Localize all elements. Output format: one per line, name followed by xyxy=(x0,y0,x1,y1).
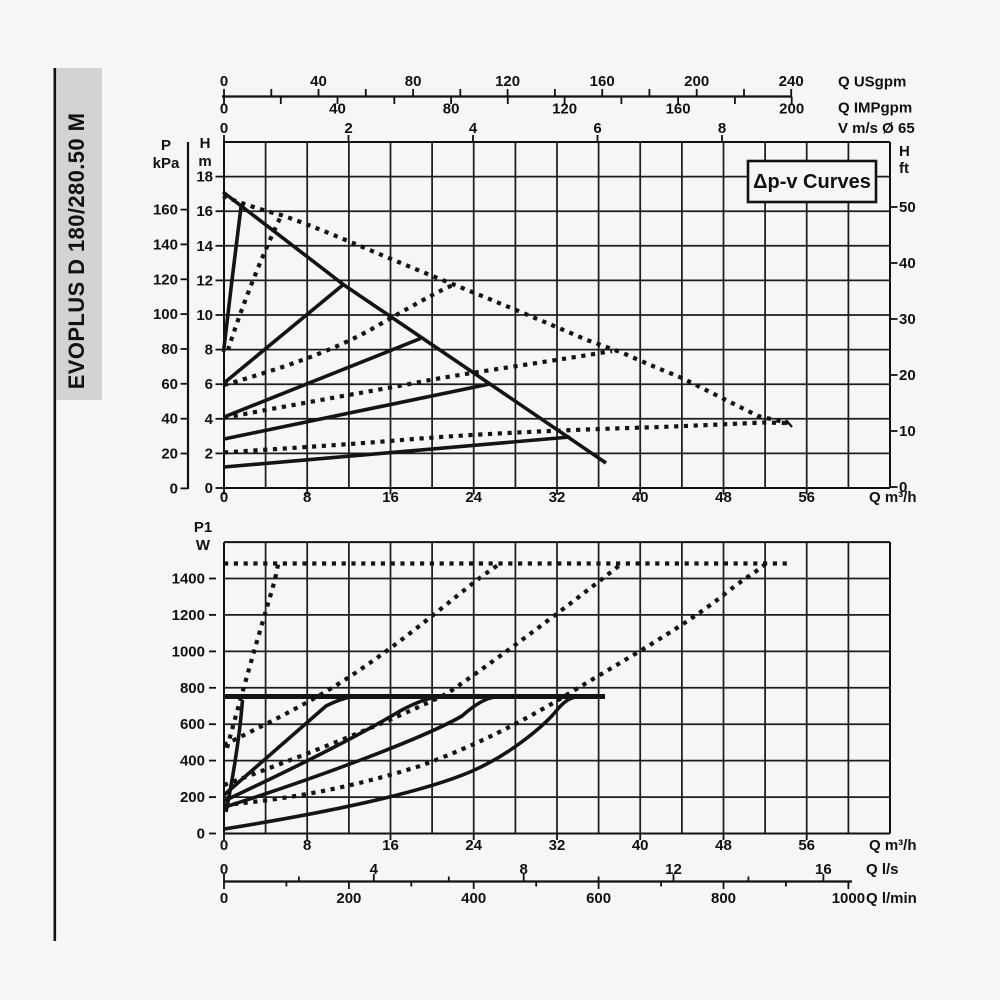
svg-text:Q l/min: Q l/min xyxy=(866,890,917,907)
svg-text:8: 8 xyxy=(303,489,311,506)
svg-text:Q l/s: Q l/s xyxy=(866,861,899,878)
svg-text:40: 40 xyxy=(329,101,346,118)
svg-text:1000: 1000 xyxy=(832,890,865,907)
svg-text:12: 12 xyxy=(196,272,213,289)
svg-text:40: 40 xyxy=(161,411,178,428)
svg-text:160: 160 xyxy=(666,101,691,118)
svg-text:Q IMPgpm: Q IMPgpm xyxy=(838,100,912,117)
svg-text:200: 200 xyxy=(779,101,804,118)
svg-text:800: 800 xyxy=(711,890,736,907)
svg-text:80: 80 xyxy=(161,341,178,358)
svg-text:Δp-v Curves: Δp-v Curves xyxy=(753,171,871,193)
svg-text:8: 8 xyxy=(718,120,726,137)
svg-text:48: 48 xyxy=(715,489,732,506)
svg-text:40: 40 xyxy=(899,255,916,272)
svg-text:1400: 1400 xyxy=(172,571,205,588)
svg-text:8: 8 xyxy=(303,837,311,854)
svg-text:32: 32 xyxy=(549,837,566,854)
svg-text:600: 600 xyxy=(586,890,611,907)
svg-text:0: 0 xyxy=(220,837,228,854)
svg-text:P: P xyxy=(161,137,171,154)
svg-text:200: 200 xyxy=(336,890,361,907)
svg-text:18: 18 xyxy=(196,169,213,186)
svg-text:140: 140 xyxy=(153,236,178,253)
svg-text:1000: 1000 xyxy=(172,643,205,660)
svg-text:600: 600 xyxy=(180,716,205,733)
svg-text:400: 400 xyxy=(461,890,486,907)
svg-text:120: 120 xyxy=(552,101,577,118)
svg-text:24: 24 xyxy=(465,837,482,854)
svg-text:200: 200 xyxy=(180,789,205,806)
svg-text:30: 30 xyxy=(899,311,916,328)
svg-text:48: 48 xyxy=(715,837,732,854)
svg-text:H: H xyxy=(200,135,211,152)
svg-text:m: m xyxy=(198,153,211,170)
svg-text:10: 10 xyxy=(899,423,916,440)
svg-text:60: 60 xyxy=(161,376,178,393)
svg-text:16: 16 xyxy=(815,861,832,878)
svg-text:2: 2 xyxy=(344,120,352,137)
svg-text:0: 0 xyxy=(899,479,907,496)
svg-text:V m/s Ø 65: V m/s Ø 65 xyxy=(838,120,915,137)
svg-text:24: 24 xyxy=(465,489,482,506)
svg-text:8: 8 xyxy=(520,861,528,878)
svg-text:4: 4 xyxy=(370,861,379,878)
svg-text:2: 2 xyxy=(205,445,213,462)
svg-text:12: 12 xyxy=(665,861,682,878)
svg-text:240: 240 xyxy=(779,73,804,90)
svg-text:200: 200 xyxy=(684,73,709,90)
svg-text:0: 0 xyxy=(220,73,228,90)
svg-text:10: 10 xyxy=(196,307,213,324)
svg-text:6: 6 xyxy=(205,376,213,393)
svg-text:160: 160 xyxy=(590,73,615,90)
svg-text:50: 50 xyxy=(899,199,916,216)
svg-text:0: 0 xyxy=(220,890,228,907)
svg-text:4: 4 xyxy=(469,120,478,137)
svg-text:400: 400 xyxy=(180,753,205,770)
svg-text:0: 0 xyxy=(220,120,228,137)
svg-text:Q m³/h: Q m³/h xyxy=(869,837,917,854)
svg-text:ft: ft xyxy=(899,160,909,177)
svg-text:20: 20 xyxy=(899,367,916,384)
svg-text:0: 0 xyxy=(197,826,205,843)
svg-text:6: 6 xyxy=(593,120,601,137)
svg-text:160: 160 xyxy=(153,202,178,219)
svg-text:0: 0 xyxy=(220,489,228,506)
svg-text:56: 56 xyxy=(798,489,815,506)
svg-text:40: 40 xyxy=(310,73,327,90)
svg-text:1200: 1200 xyxy=(172,607,205,624)
svg-text:kPa: kPa xyxy=(153,155,180,172)
svg-text:0: 0 xyxy=(220,861,228,878)
svg-text:0: 0 xyxy=(220,101,228,118)
svg-text:4: 4 xyxy=(205,411,214,428)
svg-text:80: 80 xyxy=(405,73,422,90)
svg-text:120: 120 xyxy=(495,73,520,90)
svg-text:16: 16 xyxy=(382,489,399,506)
svg-text:20: 20 xyxy=(161,446,178,463)
svg-text:32: 32 xyxy=(549,489,566,506)
svg-text:80: 80 xyxy=(443,101,460,118)
svg-text:56: 56 xyxy=(798,837,815,854)
svg-text:Q USgpm: Q USgpm xyxy=(838,74,906,91)
svg-text:H: H xyxy=(899,143,910,160)
svg-text:0: 0 xyxy=(205,480,213,497)
svg-text:14: 14 xyxy=(196,238,213,255)
svg-text:0: 0 xyxy=(170,480,178,497)
svg-text:100: 100 xyxy=(153,306,178,323)
svg-text:8: 8 xyxy=(205,342,213,359)
svg-text:Q m³/h: Q m³/h xyxy=(869,489,917,506)
svg-text:P1: P1 xyxy=(194,519,212,536)
svg-text:W: W xyxy=(196,537,211,554)
svg-text:16: 16 xyxy=(382,837,399,854)
svg-text:EVOPLUS D 180/280.50 M: EVOPLUS D 180/280.50 M xyxy=(64,113,89,390)
svg-text:16: 16 xyxy=(196,203,213,220)
svg-text:800: 800 xyxy=(180,680,205,697)
svg-text:40: 40 xyxy=(632,489,649,506)
svg-text:40: 40 xyxy=(632,837,649,854)
svg-text:120: 120 xyxy=(153,271,178,288)
